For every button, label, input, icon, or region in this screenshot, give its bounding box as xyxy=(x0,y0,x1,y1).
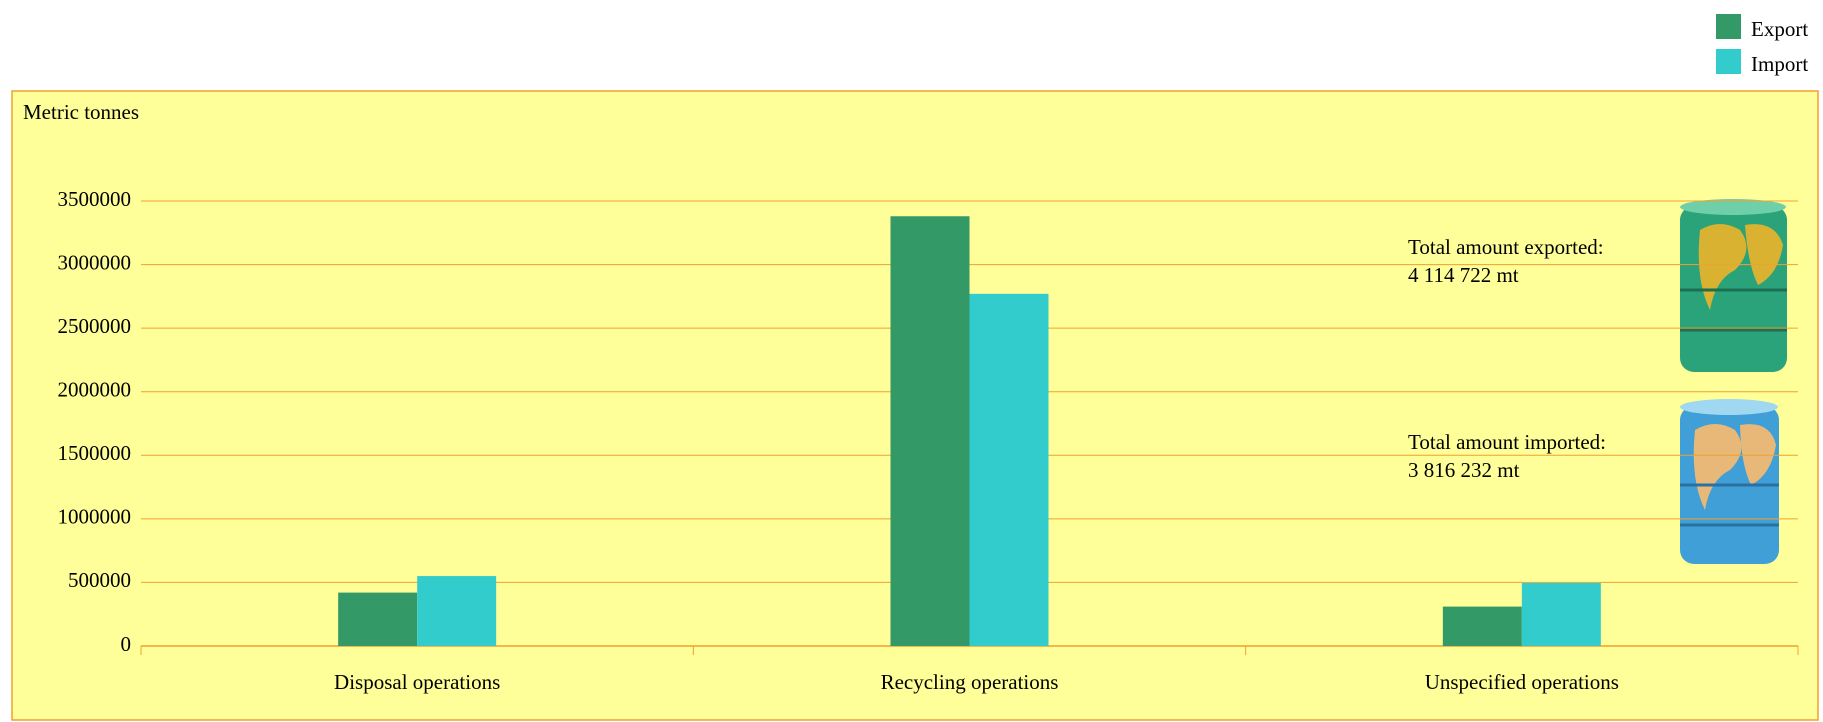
legend-label: Export xyxy=(1751,17,1808,41)
y-tick-label: 2000000 xyxy=(58,378,132,402)
bar xyxy=(1442,606,1522,646)
y-tick-label: 500000 xyxy=(68,568,131,592)
bar xyxy=(417,576,497,646)
y-tick-label: 3000000 xyxy=(58,250,132,274)
x-tick-label: Disposal operations xyxy=(334,670,500,694)
legend-swatch xyxy=(1716,14,1741,39)
y-axis-title: Metric tonnes xyxy=(23,100,139,124)
legend-label: Import xyxy=(1751,52,1808,76)
bar xyxy=(969,293,1049,646)
y-tick-label: 0 xyxy=(121,632,132,656)
x-tick-label: Unspecified operations xyxy=(1425,670,1619,694)
y-tick-label: 2500000 xyxy=(58,314,132,338)
export-barrel xyxy=(1680,199,1787,372)
legend-swatch xyxy=(1716,49,1741,74)
y-tick-label: 1000000 xyxy=(58,505,132,529)
bar xyxy=(338,592,418,646)
x-tick-label: Recycling operations xyxy=(881,670,1059,694)
bar xyxy=(890,216,970,646)
annotation: Total amount imported: xyxy=(1408,430,1606,454)
y-tick-label: 1500000 xyxy=(58,441,132,465)
import-barrel xyxy=(1680,399,1779,564)
annotation: 3 816 232 mt xyxy=(1408,458,1520,482)
annotation: 4 114 722 mt xyxy=(1408,263,1519,287)
annotation: Total amount exported: xyxy=(1408,235,1604,259)
bar xyxy=(1521,582,1601,646)
y-tick-label: 3500000 xyxy=(58,187,132,211)
